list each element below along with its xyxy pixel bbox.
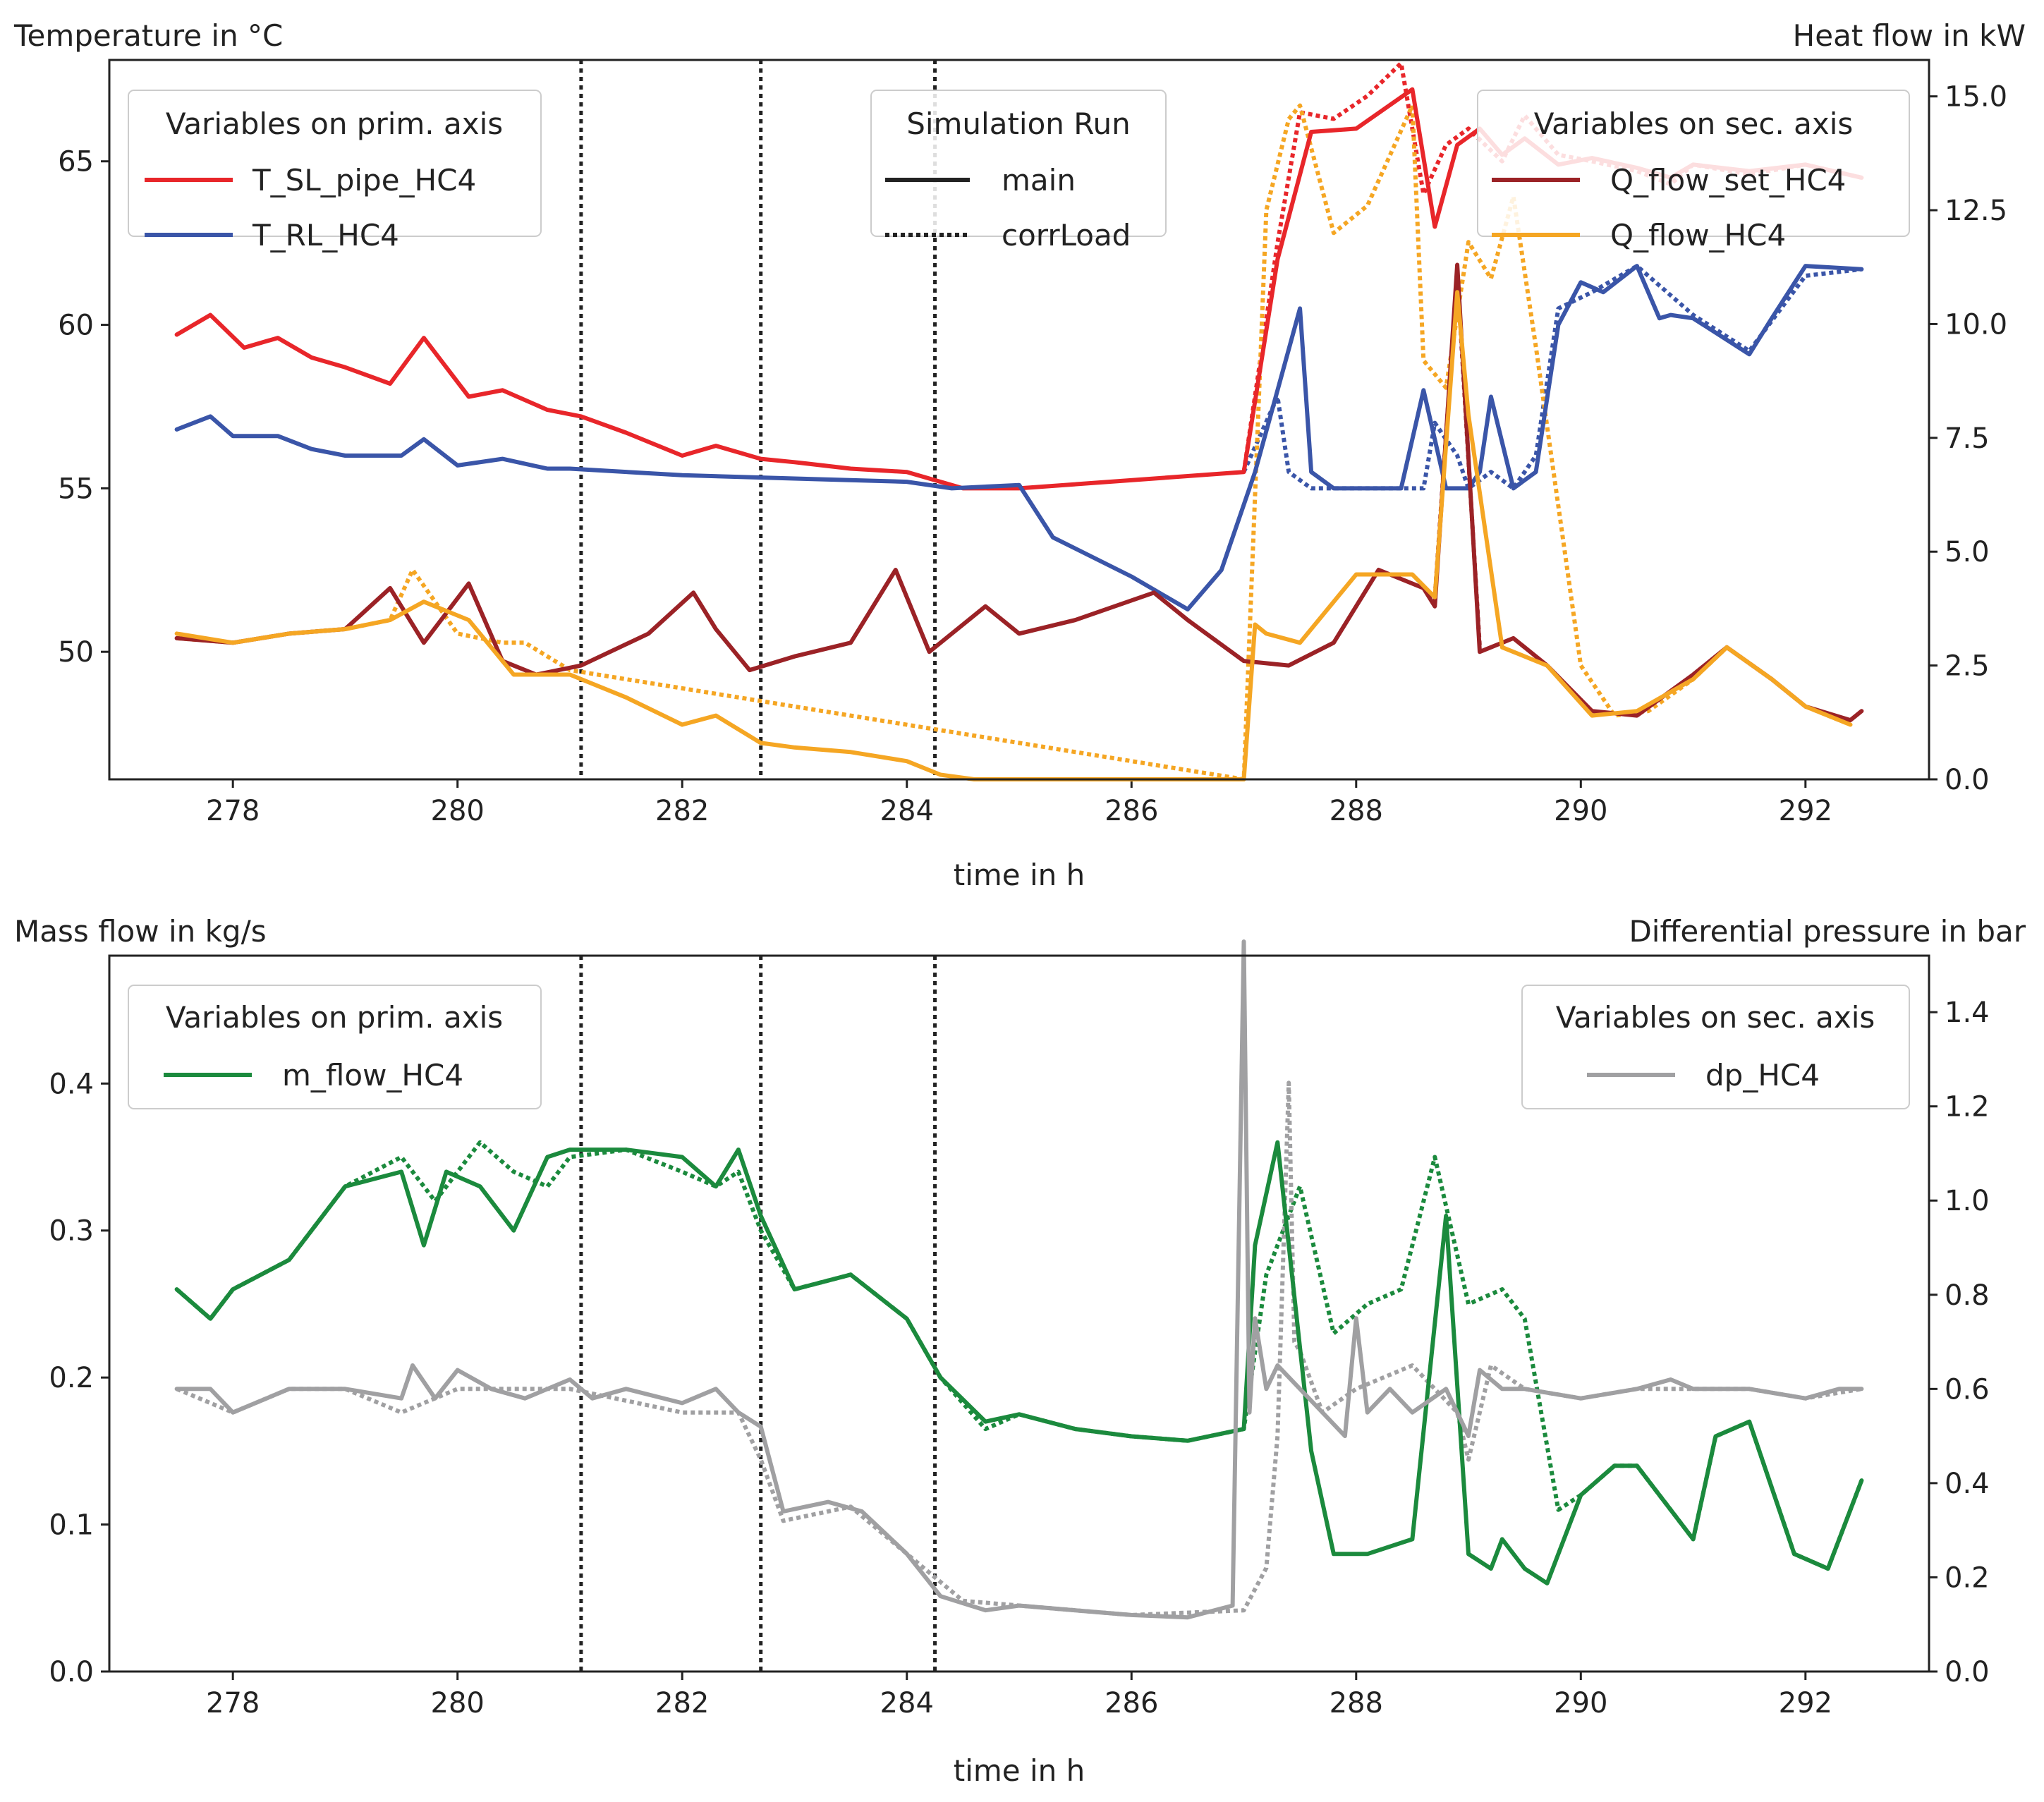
series-line-m-flow-hc4-main — [174, 1140, 1864, 1585]
series-line-t-rl-hc4-corrload — [1241, 264, 1862, 491]
x-tick-label: 278 — [206, 795, 260, 827]
series-line-dp-hc4-main — [174, 939, 1864, 1620]
top-plot-frame — [108, 59, 1930, 781]
x-tick-label: 286 — [1105, 1687, 1158, 1719]
legend-entry-t-sl-pipe: T_SL_pipe_HC4 — [252, 163, 476, 197]
legend-entry-m-flow: m_flow_HC4 — [282, 1058, 463, 1092]
series-line-t-rl-hc4-main — [174, 264, 1864, 611]
y-left-tick-label: 0.3 — [49, 1215, 94, 1248]
x-tick-label: 280 — [431, 1687, 485, 1719]
series-line-q-flow-hc4-corrload — [176, 103, 1851, 781]
y-left-tick-label: 0.2 — [49, 1362, 94, 1394]
bottom-legend-primary: Variables on prim. axis m_flow_HC4 — [128, 985, 542, 1109]
x-tick-label: 284 — [880, 1687, 934, 1719]
legend-entry-main: main — [1002, 163, 1076, 197]
y-right-tick-label: 1.0 — [1945, 1185, 1990, 1217]
bottom-ticks: 278 280 282 284 286 288 290 292 0.0 0.1 0.2 0.3 0.4 0… — [49, 997, 1989, 1719]
bottom-legend-secondary: Variables on sec. axis dp_HC4 — [1521, 985, 1910, 1109]
y-right-tick-label: 0.0 — [1945, 1656, 1990, 1688]
top-legend-run: Simulation Run main corrLoad — [870, 90, 1167, 252]
y-right-tick-label: 2.5 — [1945, 650, 1990, 683]
y-right-tick-label: 0.0 — [1945, 764, 1990, 796]
y-right-tick-label: 0.8 — [1945, 1279, 1990, 1312]
y-left-tick-label: 55 — [58, 473, 94, 505]
y-left-tick-label: 50 — [58, 636, 94, 669]
legend-title: Variables on prim. axis — [166, 1000, 503, 1035]
legend-title: Variables on prim. axis — [166, 106, 503, 141]
y-right-tick-label: 1.4 — [1945, 997, 1990, 1029]
top-ticks: 278 280 282 284 286 288 290 292 50 55 60 65 0.0 2.5 5.… — [58, 81, 2007, 827]
legend-title: Simulation Run — [906, 106, 1131, 141]
y-right-tick-label: 7.5 — [1945, 422, 1990, 455]
bottom-vertical-markers — [579, 956, 937, 1672]
legend-box — [870, 90, 1167, 237]
y-left-tick-label: 0.4 — [49, 1068, 94, 1100]
x-tick-label: 282 — [655, 1687, 709, 1719]
y-left-tick-label: 0.1 — [49, 1509, 94, 1542]
top-x-axis-label: time in h — [954, 858, 1085, 892]
top-right-axis-label: Heat flow in kW — [1793, 18, 2026, 53]
series-line-q-flow-hc4-main — [174, 290, 1853, 781]
top-left-axis-label: Temperature in °C — [13, 18, 283, 53]
bottom-right-axis-label: Differential pressure in bar — [1629, 914, 2026, 949]
y-right-tick-label: 10.0 — [1945, 308, 2007, 341]
legend-box — [1477, 90, 1910, 237]
x-tick-label: 292 — [1779, 1687, 1832, 1719]
legend-entry-q-flow: Q_flow_HC4 — [1610, 218, 1786, 252]
x-tick-label: 280 — [431, 795, 485, 827]
series-line-dp-hc4-corrload — [176, 1080, 1862, 1617]
y-right-tick-label: 0.6 — [1945, 1373, 1990, 1406]
legend-title: Variables on sec. axis — [1556, 1000, 1875, 1035]
x-tick-label: 290 — [1554, 1687, 1607, 1719]
top-legend-primary: Variables on prim. axis T_SL_pipe_HC4 T_… — [128, 90, 542, 252]
x-tick-label: 292 — [1779, 795, 1832, 827]
x-tick-label: 288 — [1330, 795, 1383, 827]
top-legend-secondary: Variables on sec. axis Q_flow_set_HC4 Q_… — [1477, 90, 1910, 252]
legend-box — [128, 985, 542, 1109]
bottom-chart: Mass flow in kg/s Differential pressure … — [14, 914, 2026, 1788]
x-tick-label: 284 — [880, 795, 934, 827]
bottom-plot-frame — [108, 954, 1930, 1673]
legend-entry-q-flow-set: Q_flow_set_HC4 — [1610, 163, 1846, 197]
legend-entry-dp: dp_HC4 — [1705, 1058, 1820, 1092]
x-tick-label: 282 — [655, 795, 709, 827]
legend-box — [128, 90, 542, 237]
series-line-m-flow-hc4-corrload — [175, 1140, 1864, 1571]
y-right-tick-label: 0.4 — [1945, 1468, 1990, 1500]
bottom-series — [174, 939, 1864, 1620]
y-right-tick-label: 1.2 — [1945, 1091, 1990, 1124]
x-tick-label: 288 — [1330, 1687, 1383, 1719]
y-right-tick-label: 15.0 — [1945, 81, 2007, 114]
y-left-tick-label: 0.0 — [49, 1656, 94, 1688]
x-tick-label: 286 — [1105, 795, 1158, 827]
legend-title: Variables on sec. axis — [1534, 106, 1854, 141]
bottom-x-axis-label: time in h — [954, 1753, 1085, 1788]
bottom-left-axis-label: Mass flow in kg/s — [14, 914, 267, 949]
series-line-q-flow-set-hc4-main — [174, 262, 1864, 723]
legend-entry-t-rl: T_RL_HC4 — [252, 218, 399, 252]
top-chart: Temperature in °C Heat flow in kW 278 280… — [13, 18, 2026, 892]
y-right-tick-label: 0.2 — [1945, 1561, 1990, 1594]
y-left-tick-label: 65 — [58, 146, 94, 178]
y-right-tick-label: 12.5 — [1945, 195, 2007, 227]
y-left-tick-label: 60 — [58, 310, 94, 342]
legend-entry-corrload: corrLoad — [1002, 218, 1131, 252]
legend-box — [1521, 985, 1910, 1109]
x-tick-label: 290 — [1554, 795, 1607, 827]
x-tick-label: 278 — [206, 1687, 260, 1719]
y-right-tick-label: 5.0 — [1945, 536, 1990, 568]
